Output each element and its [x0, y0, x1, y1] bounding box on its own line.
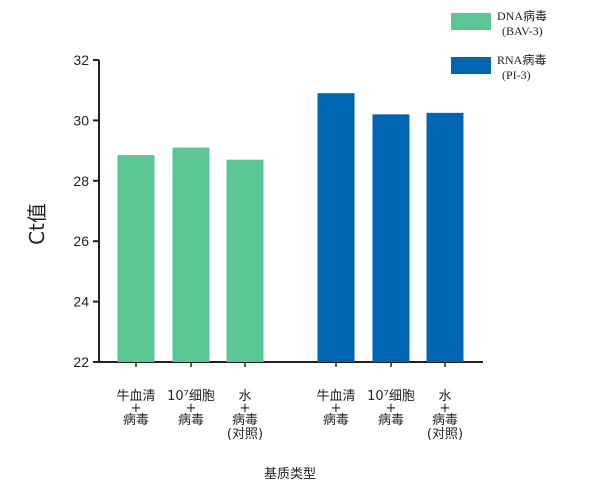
legend-swatch	[451, 13, 491, 30]
x-tick-label: +	[186, 401, 197, 416]
x-tick-label: 10⁷细胞	[367, 389, 415, 404]
legend: DNA病毒(BAV-3) RNA病毒(PI-3)	[451, 8, 547, 82]
x-tick-label: (对照)	[227, 427, 263, 442]
x-tick-label: 病毒	[432, 413, 458, 428]
y-tick-label: 28	[73, 173, 89, 189]
y-tick-label: 26	[73, 233, 89, 249]
x-tick-label: +	[240, 401, 251, 416]
y-tick-label: 24	[73, 294, 89, 310]
bar	[117, 155, 155, 362]
legend-label: RNA病毒	[497, 52, 546, 67]
legend-label-sub: (PI-3)	[502, 68, 531, 82]
bars	[117, 93, 464, 362]
x-tick-label: (对照)	[427, 427, 463, 442]
bar	[172, 147, 210, 362]
x-tick-label: 10⁷细胞	[167, 389, 215, 404]
x-tick-label: 牛血清	[316, 389, 355, 404]
y-tick-label: 32	[73, 52, 89, 68]
x-axis-title: 基质类型	[264, 467, 316, 482]
x-tick-label: +	[440, 401, 451, 416]
x-tick-label: 牛血清	[116, 389, 155, 404]
x-tick-label: 病毒	[323, 413, 349, 428]
legend-swatch	[451, 57, 491, 74]
axes: 22 24 26 28 30 32	[73, 52, 483, 370]
bar	[226, 159, 264, 362]
x-tick-label: +	[386, 401, 397, 416]
bar	[426, 112, 464, 362]
legend-label-sub: (BAV-3)	[502, 24, 543, 38]
bar	[317, 93, 355, 362]
x-tick-label: 病毒	[123, 413, 149, 428]
x-tick-label: +	[331, 401, 342, 416]
x-tick-label: 水	[438, 389, 451, 404]
x-tick-label: 病毒	[178, 413, 204, 428]
x-tick-label: 病毒	[232, 413, 258, 428]
x-tick-label: +	[131, 401, 142, 416]
bar	[372, 114, 410, 362]
legend-label: DNA病毒	[497, 8, 547, 23]
y-tick-label: 22	[73, 354, 89, 370]
y-axis-title: Ct值	[25, 203, 49, 245]
x-tick-label: 水	[238, 389, 251, 404]
y-tick-label: 30	[73, 112, 89, 128]
x-tick-label: 病毒	[378, 413, 404, 428]
category-labels: 牛血清+病毒10⁷细胞+病毒水+病毒(对照)牛血清+病毒10⁷细胞+病毒水+病毒…	[116, 362, 463, 442]
